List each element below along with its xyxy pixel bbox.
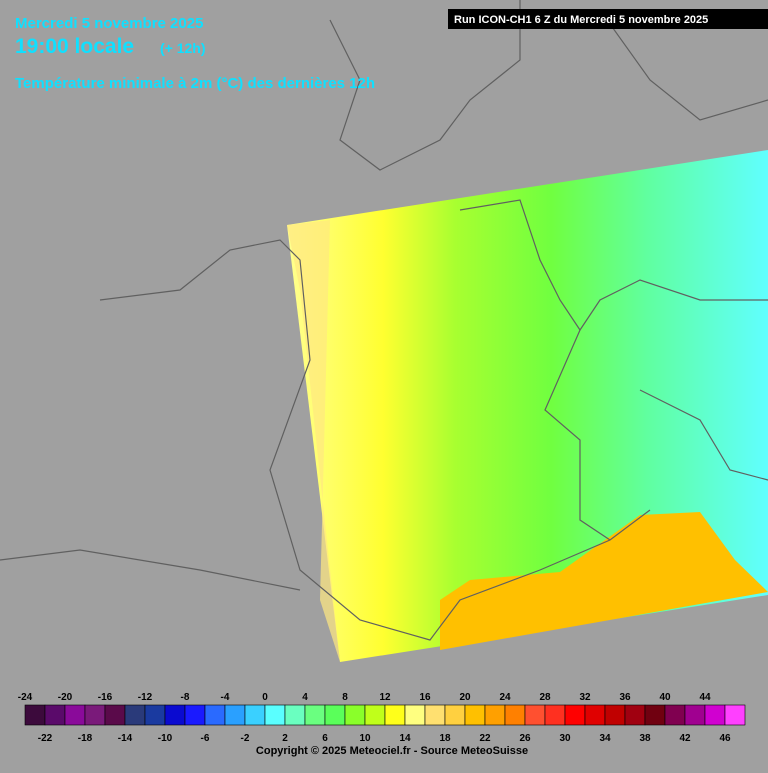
legend-swatch xyxy=(284,704,306,726)
legend-label: -22 xyxy=(38,733,53,744)
legend-label: 16 xyxy=(419,692,431,703)
legend-label: 42 xyxy=(679,733,691,744)
offset: (+ 12h) xyxy=(160,40,206,56)
legend-swatch xyxy=(24,704,46,726)
legend-swatch xyxy=(384,704,406,726)
legend-swatch xyxy=(344,704,366,726)
legend-label: 18 xyxy=(439,733,451,744)
legend: -24-22-20-18-16-14-12-10-8-6-4-202468101… xyxy=(18,692,746,744)
legend-swatch xyxy=(664,704,686,726)
legend-label: 20 xyxy=(459,692,471,703)
legend-label: 6 xyxy=(322,733,328,744)
run-label-box xyxy=(448,9,768,29)
copyright: Copyright © 2025 Meteociel.fr - Source M… xyxy=(256,745,528,757)
legend-label: 40 xyxy=(659,692,671,703)
legend-label: 26 xyxy=(519,733,531,744)
legend-swatch xyxy=(524,704,546,726)
legend-label: 28 xyxy=(539,692,551,703)
time: 19:00 locale xyxy=(15,35,134,58)
legend-label: -12 xyxy=(138,692,153,703)
legend-label: -24 xyxy=(18,692,33,703)
west-band xyxy=(287,220,340,662)
legend-swatch xyxy=(64,704,86,726)
borders xyxy=(0,0,768,641)
legend-label: 34 xyxy=(599,733,611,744)
legend-label: 12 xyxy=(379,692,391,703)
subtitle: Température minimale à 2m (°C) des derni… xyxy=(15,75,375,92)
legend-label: 14 xyxy=(399,733,411,744)
legend-swatch xyxy=(124,704,146,726)
legend-swatch xyxy=(704,704,726,726)
legend-label: 32 xyxy=(579,692,591,703)
legend-swatch xyxy=(404,704,426,726)
legend-label: 8 xyxy=(342,692,348,703)
legend-swatch xyxy=(44,704,66,726)
legend-label: -6 xyxy=(201,733,210,744)
legend-label: 2 xyxy=(282,733,288,744)
legend-swatch xyxy=(84,704,106,726)
legend-swatch xyxy=(724,704,746,726)
legend-label: 10 xyxy=(359,733,371,744)
date: Mercredi 5 novembre 2025 xyxy=(15,15,203,32)
legend-label: -20 xyxy=(58,692,73,703)
legend-label: -2 xyxy=(241,733,250,744)
sea xyxy=(440,512,768,650)
run-label: Run ICON-CH1 6 Z du Mercredi 5 novembre … xyxy=(454,14,708,26)
legend-swatch xyxy=(244,704,266,726)
legend-label: 38 xyxy=(639,733,651,744)
legend-label: -10 xyxy=(158,733,173,744)
legend-swatch xyxy=(224,704,246,726)
legend-swatch xyxy=(564,704,586,726)
legend-label: -14 xyxy=(118,733,133,744)
legend-swatch xyxy=(304,704,326,726)
legend-swatch xyxy=(644,704,666,726)
legend-label: -4 xyxy=(221,692,230,703)
legend-label: 0 xyxy=(262,692,268,703)
legend-label: 44 xyxy=(699,692,711,703)
legend-label: 36 xyxy=(619,692,631,703)
legend-swatch xyxy=(684,704,706,726)
legend-label: -16 xyxy=(98,692,113,703)
legend-swatch xyxy=(624,704,646,726)
legend-swatch xyxy=(104,704,126,726)
legend-swatch xyxy=(264,704,286,726)
legend-swatch xyxy=(324,704,346,726)
legend-swatch xyxy=(424,704,446,726)
legend-label: -8 xyxy=(181,692,190,703)
legend-swatch xyxy=(204,704,226,726)
legend-label: 22 xyxy=(479,733,491,744)
legend-swatch xyxy=(464,704,486,726)
legend-swatch xyxy=(584,704,606,726)
legend-swatch xyxy=(604,704,626,726)
legend-swatch xyxy=(164,704,186,726)
legend-swatch xyxy=(484,704,506,726)
legend-swatch xyxy=(504,704,526,726)
legend-swatch xyxy=(144,704,166,726)
legend-label: -18 xyxy=(78,733,93,744)
legend-swatch xyxy=(544,704,566,726)
legend-swatch xyxy=(184,704,206,726)
legend-label: 30 xyxy=(559,733,571,744)
legend-label: 24 xyxy=(499,692,511,703)
legend-label: 46 xyxy=(719,733,731,744)
legend-swatch xyxy=(364,704,386,726)
legend-swatch xyxy=(444,704,466,726)
legend-label: 4 xyxy=(302,692,308,703)
